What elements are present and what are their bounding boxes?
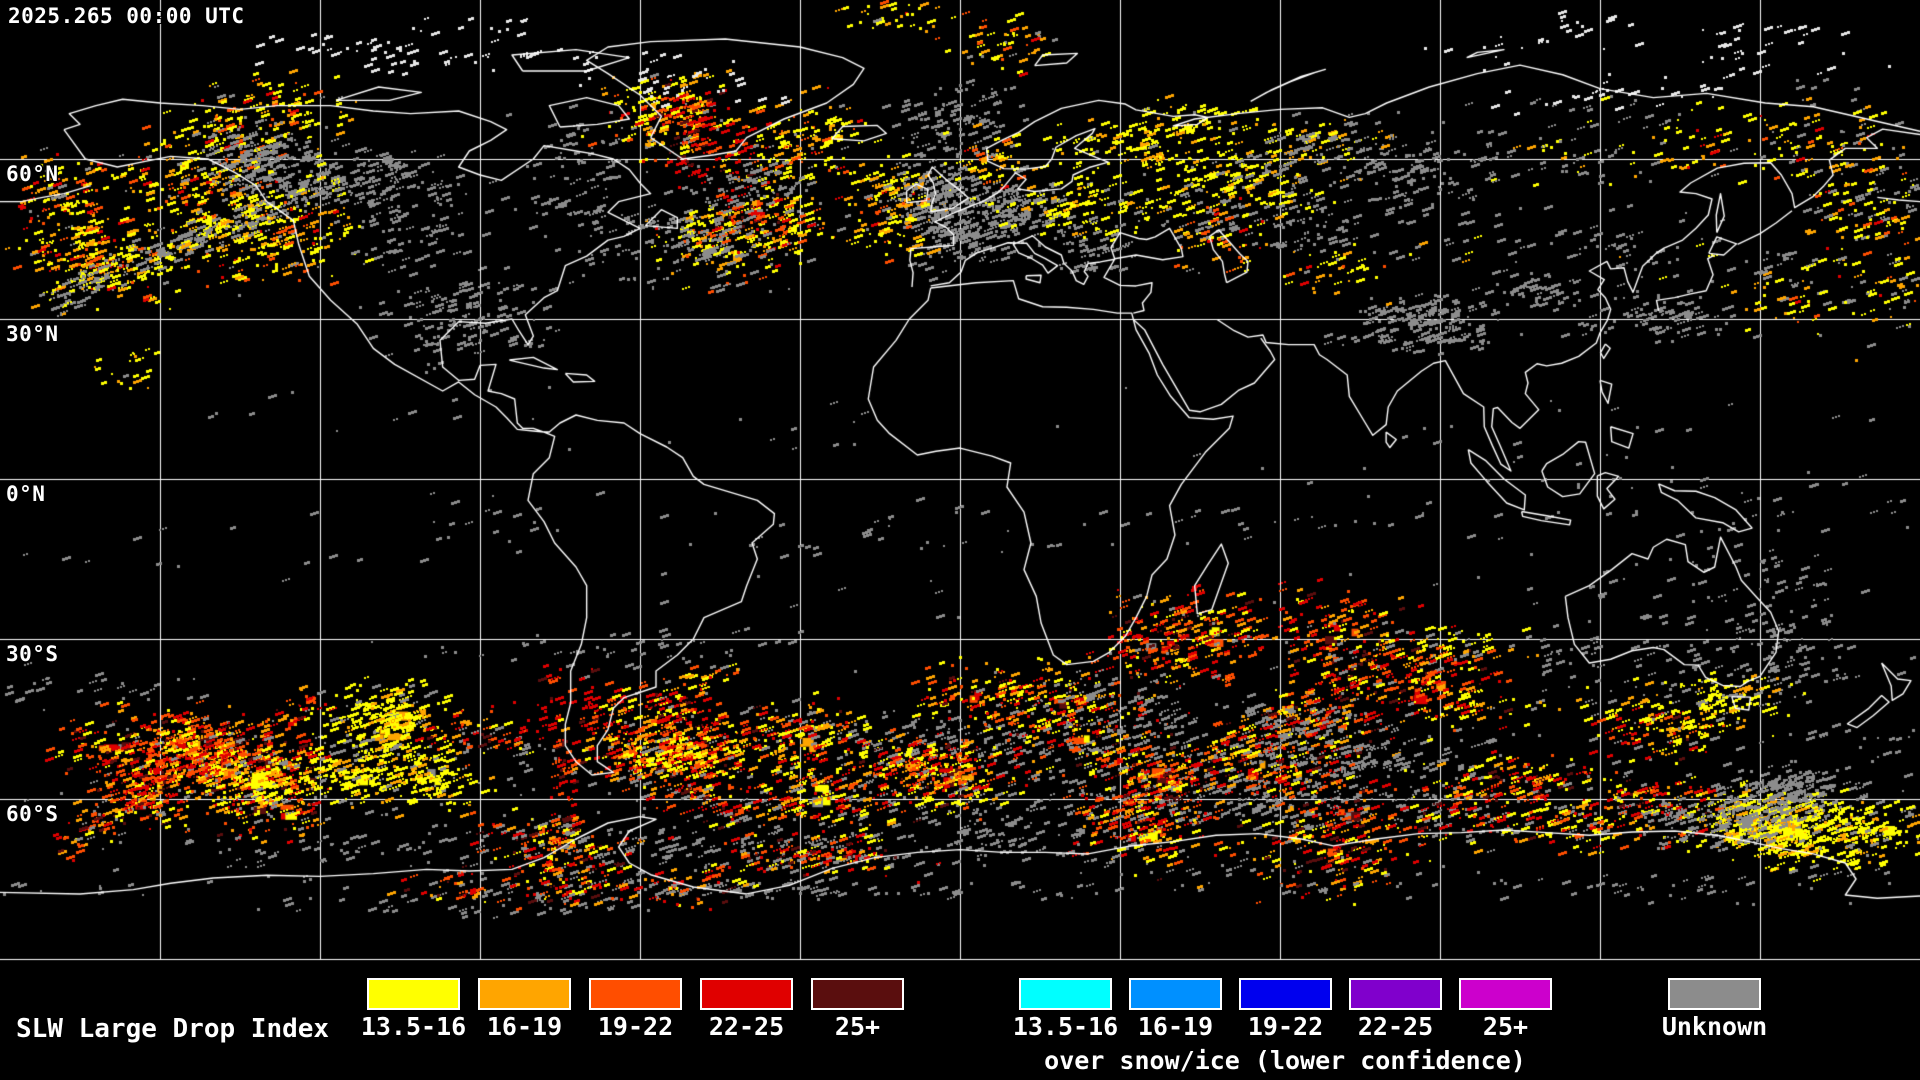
latitude-label-30n: 30°N: [6, 322, 59, 346]
legend-swatch-unknown-Unknown: [1668, 978, 1761, 1010]
legend-swatch-land-16-19: [478, 978, 571, 1010]
legend-label-snow-13.5-16: 13.5-16: [1012, 1012, 1119, 1041]
legend-title: SLW Large Drop Index: [16, 1014, 330, 1044]
legend-label-land-16-19: 16-19: [486, 1012, 563, 1041]
timestamp: 2025.265 00:00 UTC: [8, 4, 245, 28]
legend-swatch-snow-16-19: [1129, 978, 1222, 1010]
legend-label-land-19-22: 19-22: [597, 1012, 674, 1041]
legend-snow-note: over snow/ice (lower confidence): [1044, 1046, 1526, 1075]
legend-swatch-snow-13.5-16: [1019, 978, 1112, 1010]
latitude-label-60n: 60°N: [6, 162, 59, 186]
legend-swatch-land-22-25: [700, 978, 793, 1010]
legend-swatch-land-13.5-16: [367, 978, 460, 1010]
legend-label-snow-19-22: 19-22: [1247, 1012, 1324, 1041]
legend-swatch-snow-19-22: [1239, 978, 1332, 1010]
latitude-label-30s: 30°S: [6, 642, 59, 666]
legend-label-snow-25+: 25+: [1482, 1012, 1529, 1041]
legend-label-land-25+: 25+: [834, 1012, 881, 1041]
legend-label-land-13.5-16: 13.5-16: [360, 1012, 467, 1041]
legend-swatch-snow-25+: [1459, 978, 1552, 1010]
legend-swatch-land-25+: [811, 978, 904, 1010]
legend-label-unknown-Unknown: Unknown: [1661, 1012, 1768, 1041]
legend-label-snow-16-19: 16-19: [1137, 1012, 1214, 1041]
legend-swatch-snow-22-25: [1349, 978, 1442, 1010]
legend-swatch-land-19-22: [589, 978, 682, 1010]
legend-label-snow-22-25: 22-25: [1357, 1012, 1434, 1041]
latitude-label-60s: 60°S: [6, 802, 59, 826]
latitude-label-0n: 0°N: [6, 482, 46, 506]
legend-label-land-22-25: 22-25: [708, 1012, 785, 1041]
